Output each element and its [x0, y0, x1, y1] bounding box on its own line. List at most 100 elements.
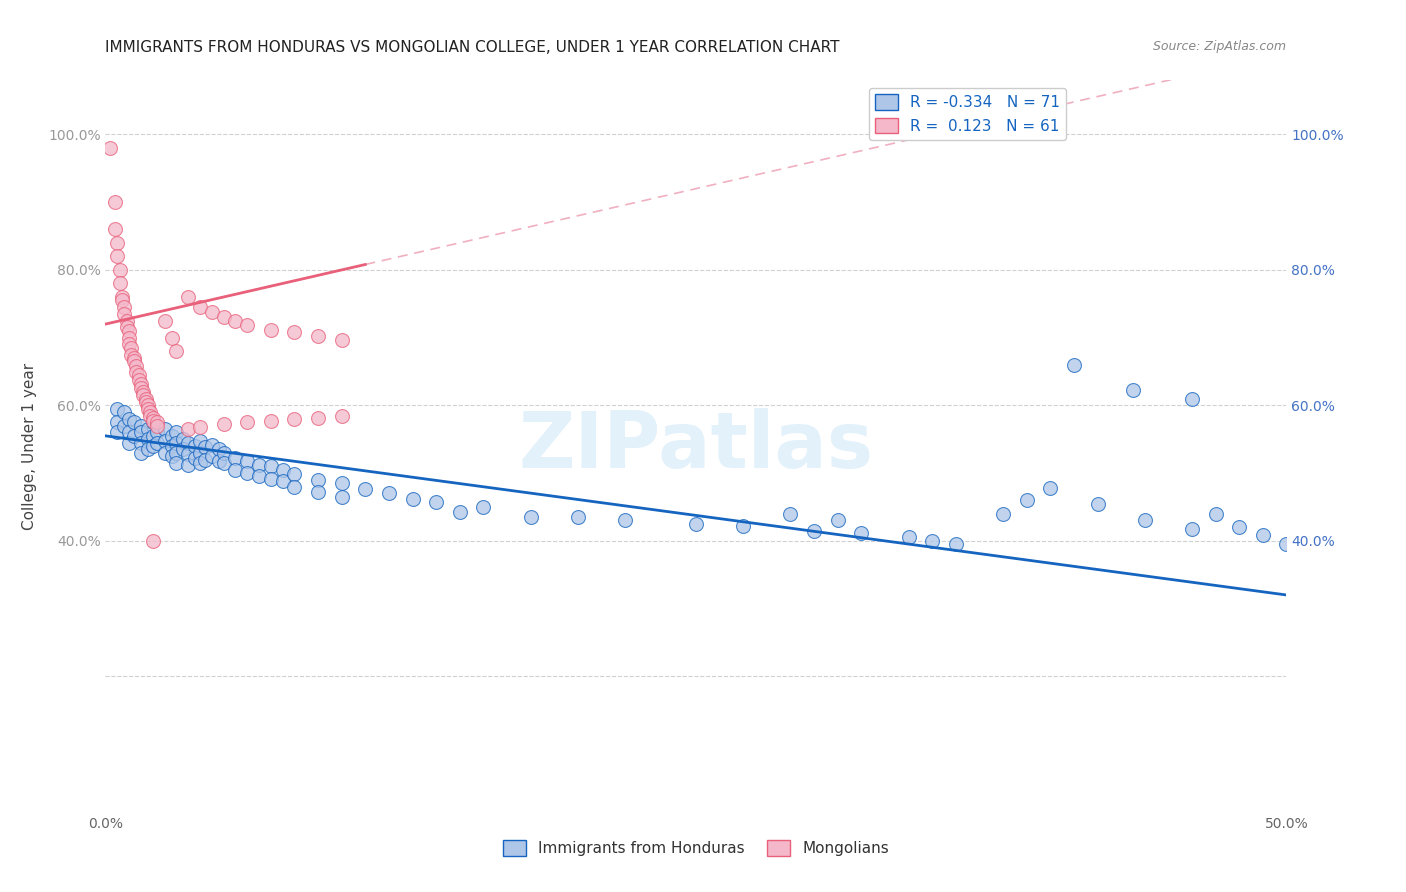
- Point: [139, 409, 162, 423]
- Point: [104, 222, 127, 236]
- Point: [188, 300, 211, 314]
- Point: [135, 395, 157, 409]
- Point: [201, 449, 224, 463]
- Point: [118, 412, 141, 426]
- Point: [283, 480, 305, 494]
- Point: [146, 418, 169, 433]
- Point: [142, 439, 165, 453]
- Point: [425, 494, 447, 508]
- Point: [165, 435, 187, 450]
- Point: [142, 414, 165, 428]
- Point: [165, 456, 187, 470]
- Point: [118, 324, 141, 338]
- Point: [105, 249, 128, 263]
- Point: [129, 425, 152, 440]
- Point: [142, 410, 165, 425]
- Point: [208, 454, 231, 468]
- Point: [307, 485, 329, 500]
- Point: [136, 432, 159, 446]
- Point: [224, 314, 246, 328]
- Point: [160, 429, 183, 443]
- Y-axis label: College, Under 1 year: College, Under 1 year: [22, 362, 37, 530]
- Point: [136, 442, 159, 457]
- Point: [260, 459, 283, 474]
- Point: [1015, 493, 1038, 508]
- Point: [177, 290, 200, 304]
- Point: [1227, 520, 1250, 534]
- Point: [1251, 528, 1274, 542]
- Point: [236, 454, 259, 468]
- Point: [165, 446, 187, 460]
- Point: [519, 510, 541, 524]
- Point: [188, 446, 211, 460]
- Point: [115, 320, 138, 334]
- Point: [283, 467, 305, 482]
- Point: [129, 376, 152, 391]
- Point: [122, 351, 145, 365]
- Point: [112, 307, 135, 321]
- Point: [139, 405, 162, 419]
- Point: [142, 415, 165, 429]
- Point: [851, 525, 873, 540]
- Point: [136, 401, 159, 416]
- Point: [472, 500, 495, 514]
- Point: [271, 474, 294, 488]
- Point: [111, 290, 134, 304]
- Point: [212, 310, 235, 325]
- Point: [260, 414, 283, 428]
- Point: [153, 422, 176, 436]
- Point: [449, 505, 471, 519]
- Point: [330, 476, 353, 491]
- Point: [177, 447, 200, 461]
- Point: [160, 449, 183, 463]
- Point: [177, 458, 200, 472]
- Point: [236, 466, 259, 480]
- Point: [1181, 522, 1204, 536]
- Point: [122, 415, 145, 429]
- Point: [142, 429, 165, 443]
- Point: [283, 412, 305, 426]
- Point: [122, 354, 145, 368]
- Point: [125, 364, 148, 378]
- Point: [401, 491, 423, 506]
- Text: Source: ZipAtlas.com: Source: ZipAtlas.com: [1153, 40, 1286, 54]
- Point: [105, 425, 128, 440]
- Point: [118, 337, 141, 351]
- Point: [188, 456, 211, 470]
- Point: [1205, 507, 1227, 521]
- Point: [177, 435, 200, 450]
- Point: [120, 341, 142, 355]
- Text: IMMIGRANTS FROM HONDURAS VS MONGOLIAN COLLEGE, UNDER 1 YEAR CORRELATION CHART: IMMIGRANTS FROM HONDURAS VS MONGOLIAN CO…: [105, 40, 839, 55]
- Point: [260, 322, 283, 336]
- Point: [128, 373, 150, 387]
- Point: [146, 415, 169, 429]
- Point: [146, 435, 169, 450]
- Point: [779, 507, 801, 521]
- Point: [1087, 497, 1109, 511]
- Point: [136, 398, 159, 412]
- Point: [153, 434, 176, 448]
- Point: [142, 533, 165, 548]
- Point: [247, 469, 270, 483]
- Point: [172, 442, 194, 457]
- Point: [614, 514, 637, 528]
- Point: [685, 516, 707, 531]
- Point: [105, 235, 128, 250]
- Text: ZIPatlas: ZIPatlas: [519, 408, 873, 484]
- Point: [212, 446, 235, 460]
- Point: [354, 482, 377, 496]
- Point: [897, 530, 920, 544]
- Point: [165, 344, 187, 359]
- Point: [153, 314, 176, 328]
- Point: [330, 333, 353, 347]
- Point: [165, 425, 187, 440]
- Point: [98, 141, 121, 155]
- Point: [132, 384, 155, 399]
- Point: [921, 533, 943, 548]
- Point: [184, 451, 207, 466]
- Point: [125, 359, 148, 373]
- Point: [1181, 392, 1204, 406]
- Point: [112, 405, 135, 419]
- Point: [260, 471, 283, 485]
- Point: [122, 429, 145, 443]
